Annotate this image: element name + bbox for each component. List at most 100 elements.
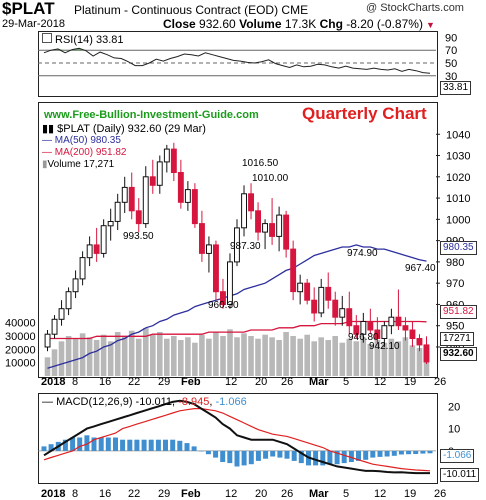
candle-body xyxy=(318,286,325,314)
x-axis-label-16: 16 xyxy=(99,376,111,388)
candle-body xyxy=(297,282,304,293)
volume-bar xyxy=(135,338,142,376)
macd-hist-bar xyxy=(127,439,133,451)
candle-body xyxy=(220,291,226,306)
candle-body xyxy=(199,223,205,254)
change-value: -8.20 (-0.87%) xyxy=(346,17,423,31)
price-y-tick: 1000 xyxy=(446,214,470,226)
macd-hist-bar xyxy=(198,450,204,452)
candle-body xyxy=(269,223,276,237)
candle-body xyxy=(248,193,255,212)
rsi-last-tag: 33.81 xyxy=(440,81,472,95)
candle-body xyxy=(65,291,72,310)
macd-hist-bar xyxy=(370,450,376,458)
volume-bar xyxy=(388,338,395,376)
macd-hist-bar xyxy=(205,450,211,455)
volume-value: 17.3K xyxy=(284,17,317,31)
macd-hist-bar xyxy=(134,439,140,451)
volume-bar xyxy=(318,337,324,376)
volume-bar xyxy=(213,332,219,376)
macd-hist-bar xyxy=(334,450,340,465)
price-annotation-946-80: 946.80 xyxy=(348,332,379,343)
volume-bar xyxy=(72,338,79,376)
volume-y-tick: 40000 xyxy=(5,318,36,330)
macd-panel xyxy=(38,393,438,484)
candle-body xyxy=(353,325,360,335)
legend-series: ▮▮ $PLAT (Daily) 932.60 (29 Mar) xyxy=(42,123,206,135)
volume-bar xyxy=(262,334,268,376)
macd-hist-bar xyxy=(363,450,369,460)
macd-hist-bar xyxy=(220,450,226,462)
candle-body xyxy=(107,221,114,227)
candle-body xyxy=(339,308,346,318)
stockcharts-brand[interactable]: @ StockCharts.com xyxy=(366,2,464,14)
volume-bar xyxy=(423,353,430,376)
macd-hist-bar xyxy=(120,439,126,451)
volume-bar xyxy=(290,336,296,376)
x-axis-label-2018: 2018 xyxy=(41,488,65,500)
x-axis-label-26: 26 xyxy=(281,376,293,388)
macd-legend-prefix: MACD(12,26,9) xyxy=(56,396,133,408)
x-axis-label-26: 26 xyxy=(434,488,446,500)
volume-bar xyxy=(346,338,353,376)
macd-hist-tag: -1.066 xyxy=(440,449,475,463)
volume-bar xyxy=(107,341,114,376)
x-axis-label-8: 8 xyxy=(72,376,78,388)
x-axis-label-feb: Feb xyxy=(181,488,201,500)
instrument-title: Platinum - Continuous Contract (EOD) xyxy=(74,3,279,17)
macd-line xyxy=(43,399,430,475)
volume-bar xyxy=(199,334,205,376)
legend-ma200-label: MA(200) 951.82 xyxy=(54,147,127,158)
rsi-y-tick: 30 xyxy=(445,71,457,83)
candle-body xyxy=(184,189,191,203)
change-label: Chg xyxy=(319,17,343,31)
x-axis-label-mar: Mar xyxy=(309,376,329,388)
volume-bar xyxy=(276,340,282,376)
candle-body xyxy=(135,210,142,225)
candle-body xyxy=(177,172,184,203)
ma50-line xyxy=(47,244,427,369)
candle-body xyxy=(367,321,374,331)
candle-body xyxy=(360,321,367,335)
macd-hist-bar xyxy=(48,444,54,451)
candle-body xyxy=(381,325,388,340)
macd-hist-bar xyxy=(298,450,304,464)
price-y-tick: 970 xyxy=(446,278,464,290)
volume-bar xyxy=(192,342,198,376)
volume-bar xyxy=(241,333,247,376)
candle-body xyxy=(156,161,163,186)
macd-hist-bar xyxy=(98,437,104,451)
macd-hist-bar xyxy=(177,440,183,451)
volume-y-tick: 20000 xyxy=(5,344,36,356)
macd-signal-line xyxy=(43,408,431,472)
price-annotation-987-30: 987.30 xyxy=(230,241,261,252)
macd-hist-bar xyxy=(170,439,176,451)
volume-tag: 17271 xyxy=(440,332,474,346)
price-y-tick: 980 xyxy=(446,257,464,269)
candle-body xyxy=(93,244,100,254)
candle-body xyxy=(402,325,409,331)
macd-hist-bar xyxy=(420,450,426,454)
candle-body xyxy=(51,318,58,335)
candle-body xyxy=(79,257,86,280)
macd-hist-bar xyxy=(413,450,419,454)
price-y-tick: 1030 xyxy=(446,151,470,163)
website-watermark[interactable]: www.Free-Bullion-Investment-Guide.com xyxy=(44,109,259,121)
volume-bar xyxy=(402,337,409,376)
x-axis-label-12: 12 xyxy=(374,376,386,388)
volume-bar xyxy=(311,341,317,376)
hist-legend-value: -1.066 xyxy=(215,396,247,408)
macd-hist-bar xyxy=(248,450,254,465)
close-price-tag: 932.60 xyxy=(440,347,477,361)
macd-hist-bar xyxy=(155,439,161,451)
candle-body xyxy=(395,316,402,327)
x-axis-label-26: 26 xyxy=(434,376,446,388)
macd-hist-bar xyxy=(241,450,247,466)
x-axis-label-5: 5 xyxy=(343,488,349,500)
volume-bar xyxy=(178,340,184,376)
price-annotation-942-10: 942.10 xyxy=(369,341,400,352)
price-annotation-967-40: 967.40 xyxy=(405,263,436,274)
macd-hist-bar xyxy=(77,437,83,451)
macd-hist-bar xyxy=(263,450,269,459)
